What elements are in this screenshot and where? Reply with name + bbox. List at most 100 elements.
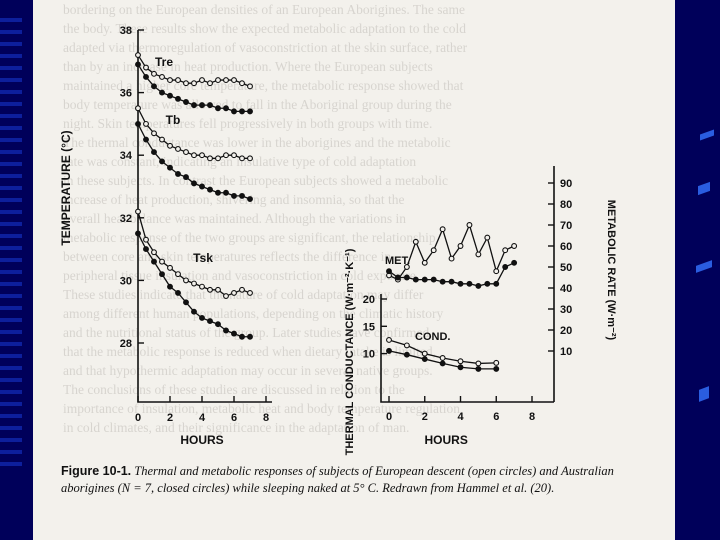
background-text-line: rate was constant, indicating an insulat… (63, 154, 417, 169)
data-point (493, 365, 500, 372)
data-point (421, 276, 428, 283)
data-point (167, 283, 173, 290)
series-label-cond: COND. (415, 331, 450, 343)
met-y-tick-label: 30 (560, 304, 572, 316)
data-point (223, 293, 229, 299)
data-point (430, 247, 437, 254)
data-point (231, 152, 237, 159)
data-point (175, 271, 181, 278)
data-point (143, 120, 149, 127)
data-point (421, 350, 428, 357)
data-point (475, 360, 482, 367)
data-point (199, 77, 205, 84)
data-point (412, 276, 419, 283)
data-point (191, 280, 197, 287)
right-x-tick-label: 2 (422, 411, 428, 423)
data-point (135, 105, 141, 112)
data-point (159, 89, 165, 96)
data-point (484, 234, 491, 241)
data-point (502, 247, 509, 254)
data-point (199, 283, 205, 290)
data-point (412, 238, 419, 245)
series-label-tre: Tre (155, 55, 173, 69)
data-point (403, 351, 410, 358)
met-y-tick-label: 40 (560, 283, 572, 295)
background-text-line: than by an increase in heat production. … (63, 59, 433, 74)
background-text-line: between core and skin temperatures refle… (63, 249, 392, 264)
data-point (223, 77, 229, 84)
background-text-line: body temperature was allowed to fall in … (63, 97, 452, 112)
data-point (151, 83, 157, 90)
data-point (183, 149, 189, 156)
y-tick-label: 34 (120, 150, 133, 162)
background-text-line: overall heat balance was maintained. Alt… (63, 211, 407, 226)
background-text-line: in cold climates, and their significance… (63, 420, 410, 435)
data-point (175, 145, 181, 152)
data-point (151, 149, 157, 156)
data-point (493, 359, 500, 366)
background-text-line: night. Skin temperatures fell progressiv… (63, 116, 433, 131)
data-point (135, 230, 141, 237)
caption-text: Thermal and metabolic responses of subje… (61, 464, 614, 495)
data-point (439, 278, 446, 285)
data-point (167, 164, 173, 171)
data-point (215, 286, 221, 293)
data-point (183, 174, 189, 181)
met-y-tick-label: 60 (560, 241, 572, 253)
data-point (199, 315, 205, 321)
data-point (151, 249, 157, 256)
data-point (386, 268, 392, 275)
data-point (191, 180, 197, 187)
data-point (135, 208, 141, 215)
data-point (159, 136, 165, 143)
data-point (511, 243, 518, 249)
series-label-tsk: Tsk (193, 251, 213, 265)
data-point (207, 318, 213, 325)
data-point (151, 130, 157, 137)
data-point (511, 259, 518, 266)
data-point (159, 158, 165, 165)
data-point (183, 80, 189, 87)
data-point (175, 289, 181, 296)
faded-background-text: bordering on the European densities of a… (63, 0, 663, 437)
data-point (167, 264, 173, 271)
data-point (239, 80, 245, 87)
data-point (207, 155, 213, 162)
data-point (143, 73, 149, 80)
data-point (386, 337, 392, 343)
data-point (247, 83, 253, 90)
data-point (143, 236, 149, 243)
data-point (403, 274, 410, 281)
data-point (215, 321, 221, 328)
data-point (493, 268, 500, 275)
data-point (143, 246, 149, 253)
data-point (175, 77, 181, 84)
data-point (386, 347, 392, 354)
data-point (247, 333, 253, 340)
data-point (475, 251, 482, 258)
data-point (231, 108, 237, 115)
met-y-tick-label: 70 (560, 220, 572, 232)
met-axis-label: METABOLIC RATE (W·m⁻²) (605, 200, 617, 341)
met-y-tick-label: 50 (560, 262, 572, 274)
data-point (191, 152, 197, 159)
scanned-page: bordering on the European densities of a… (33, 0, 675, 540)
data-point (403, 264, 410, 270)
data-point (247, 108, 253, 115)
data-point (151, 258, 157, 265)
met-y-tick-label: 90 (560, 178, 572, 190)
data-point (207, 80, 213, 87)
background-text-line: adapted via thermoregulation of vasocons… (63, 40, 468, 55)
background-text-line: the body. These results show the expecte… (63, 21, 467, 36)
data-point (159, 73, 165, 80)
data-point (143, 136, 149, 143)
data-point (135, 120, 141, 127)
background-text-line: metabolic response of the two groups are… (63, 230, 436, 245)
background-text-line: bordering on the European densities of a… (63, 2, 466, 17)
series-label-tb: Tb (166, 113, 181, 127)
background-text-line: importance of insulation, metabolic heat… (63, 401, 460, 416)
data-point (493, 280, 500, 287)
data-point (175, 171, 181, 177)
data-point (502, 264, 509, 270)
